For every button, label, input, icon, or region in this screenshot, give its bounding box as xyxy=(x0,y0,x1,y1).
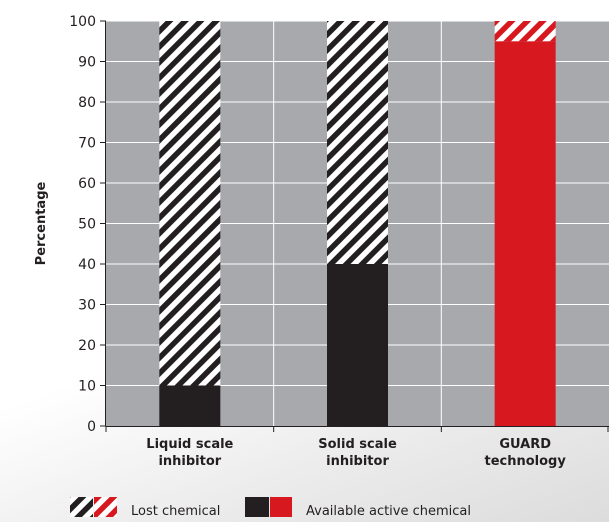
y-axis-label: Percentage xyxy=(34,182,49,266)
x-tick-label: GUARD technology xyxy=(484,437,566,469)
bar-available-active-chemical xyxy=(159,385,221,426)
bar-available-active-chemical xyxy=(494,41,556,426)
bar-lost-chemical xyxy=(494,21,556,42)
y-tick-label: 60 xyxy=(78,176,96,192)
bar-available-active-chemical xyxy=(327,264,388,426)
legend-label-available: Available active chemical xyxy=(306,504,471,519)
axes: 0 10 20 30 40 50 60 70 80 90 100 Liquid scale inhibi… xyxy=(69,14,609,469)
legend-swatch-lost-red xyxy=(94,497,117,517)
x-tick-label: Liquid scale inhibitor xyxy=(146,437,233,469)
y-tick-label: 0 xyxy=(87,419,96,435)
legend: Lost chemical Available active chemical xyxy=(70,497,471,519)
legend-swatch-available-black xyxy=(245,497,269,517)
legend-swatch-lost-black xyxy=(70,497,93,517)
y-tick-label: 100 xyxy=(69,14,96,30)
y-tick-label: 80 xyxy=(78,95,96,111)
bars xyxy=(159,21,556,426)
y-tick-label: 90 xyxy=(78,55,96,71)
y-tick-label: 40 xyxy=(78,257,96,273)
bar-lost-chemical xyxy=(327,21,388,264)
y-tick-label: 30 xyxy=(78,298,96,314)
y-tick-label: 50 xyxy=(78,217,96,233)
legend-swatch-available-red xyxy=(270,497,292,517)
y-tick-label: 70 xyxy=(78,136,96,152)
y-tick-label: 20 xyxy=(78,338,96,354)
y-tick-label: 10 xyxy=(78,379,96,395)
bar-lost-chemical xyxy=(159,21,221,386)
x-tick-label: Solid scale inhibitor xyxy=(318,437,397,469)
legend-label-lost: Lost chemical xyxy=(131,504,220,519)
